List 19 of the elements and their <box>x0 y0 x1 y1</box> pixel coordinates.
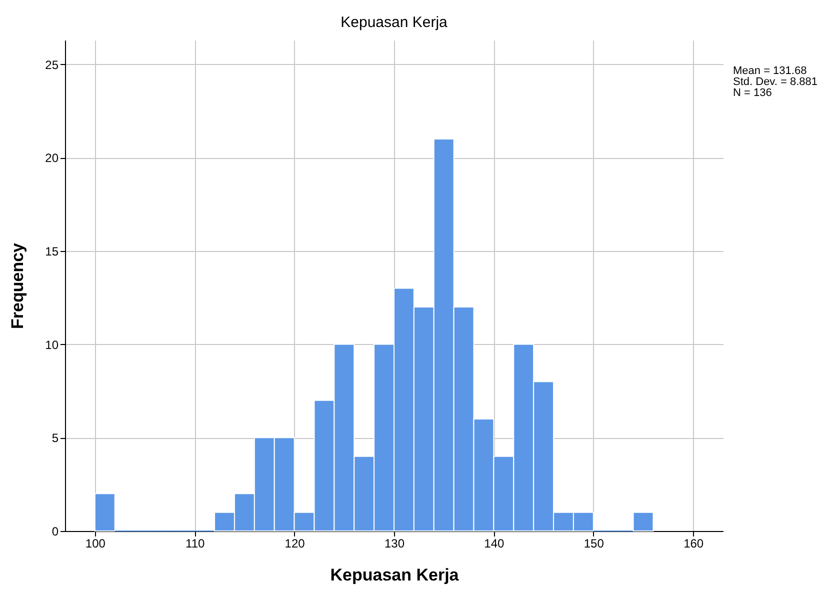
text: Mean = 131.68 <box>733 65 807 77</box>
x-tick-label: 160 <box>684 536 704 550</box>
x-tick-label: 150 <box>584 536 604 550</box>
x-tick-label: 110 <box>186 536 205 550</box>
y-tick-label: 5 <box>52 431 59 446</box>
x-axis-title: Kepuasan Kerja <box>330 566 460 584</box>
chart-title: Kepuasan Kerja <box>340 14 448 31</box>
x-tick-label: 130 <box>384 536 405 550</box>
x-tick-label: 140 <box>484 536 505 550</box>
y-axis-title: Frequency <box>8 242 28 329</box>
y-tick-label: 20 <box>45 151 59 166</box>
y-tick-label: 15 <box>45 244 59 258</box>
x-tick-label: 100 <box>85 536 106 550</box>
y-tick-label: 0 <box>52 524 59 538</box>
x-tick-label: 120 <box>284 536 306 550</box>
text: Std. Dev. = 8.881 <box>733 76 818 88</box>
text: N = 136 <box>733 87 772 99</box>
y-tick-label: 25 <box>45 58 59 72</box>
y-tick-label: 10 <box>45 338 59 352</box>
